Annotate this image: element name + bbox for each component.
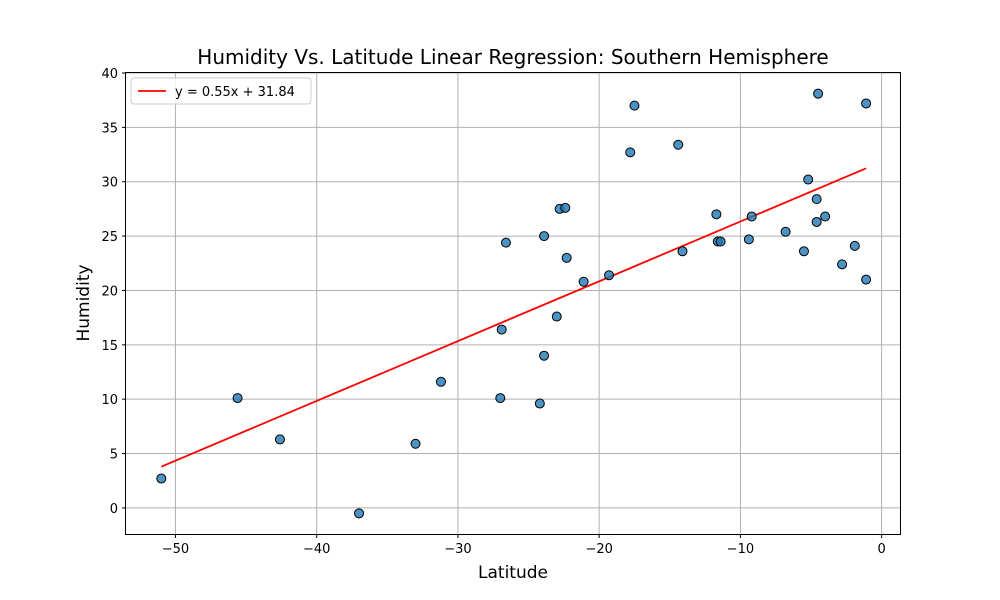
scatter-points <box>156 88 872 519</box>
plot-frame <box>125 72 901 535</box>
y-tick-label: 25 <box>101 230 118 245</box>
scatter-point <box>539 231 550 242</box>
scatter-point <box>435 376 446 387</box>
y-tick-label: 35 <box>101 121 118 136</box>
legend: y = 0.55x + 31.84 <box>130 77 312 105</box>
scatter-point <box>539 350 550 361</box>
y-tick-label: 20 <box>101 284 118 299</box>
y-tick-label: 30 <box>101 176 118 191</box>
scatter-point <box>625 147 636 158</box>
y-tick-label: 10 <box>101 393 118 408</box>
scatter-point <box>743 234 754 245</box>
x-tick-label: −40 <box>303 542 330 557</box>
scatter-point <box>780 226 791 237</box>
scatter-point <box>500 237 511 248</box>
scatter-point <box>551 311 562 322</box>
scatter-point <box>798 246 809 257</box>
x-axis-label: Latitude <box>478 563 548 583</box>
scatter-point <box>629 100 640 111</box>
scatter-point <box>156 473 167 484</box>
x-tick-label: −50 <box>162 542 189 557</box>
scatter-point <box>811 216 822 227</box>
scatter-point <box>354 508 365 519</box>
scatter-point <box>820 211 831 222</box>
x-tick-label: −30 <box>444 542 471 557</box>
scatter-point <box>561 252 572 263</box>
y-tick-label: 15 <box>101 339 118 354</box>
scatter-point <box>861 98 872 109</box>
x-tick-label: −20 <box>585 542 612 557</box>
scatter-point <box>715 236 726 247</box>
scatter-point <box>811 194 822 205</box>
scatter-point <box>849 240 860 251</box>
scatter-point <box>861 274 872 285</box>
axis-ticks: −50 −40 −30 −20 −10 0 0 5 10 15 20 25 30 35 40 <box>101 67 885 557</box>
legend-box <box>130 77 312 105</box>
scatter-point <box>578 276 589 287</box>
x-tick-label: 0 <box>877 542 885 557</box>
chart-title: Humidity Vs. Latitude Linear Regression:… <box>197 45 828 69</box>
regression-line <box>160 167 867 468</box>
y-axis-label: Humidity <box>74 264 94 341</box>
grid <box>126 72 900 534</box>
scatter-point <box>813 88 824 99</box>
scatter-point <box>410 438 421 449</box>
x-tick-label: −10 <box>727 542 754 557</box>
y-tick-label: 40 <box>101 67 118 82</box>
scatter-point <box>677 246 688 257</box>
scatter-point <box>496 324 507 335</box>
scatter-point <box>495 393 506 404</box>
scatter-point <box>673 139 684 150</box>
scatter-point <box>274 434 285 445</box>
scatter-point <box>232 393 243 404</box>
scatter-point <box>837 259 848 270</box>
regression-line-layer <box>160 167 867 468</box>
y-tick-label: 5 <box>110 448 118 463</box>
scatter-point <box>803 174 814 185</box>
scatter-point <box>746 211 757 222</box>
legend-label: y = 0.55x + 31.84 <box>175 85 295 100</box>
scatter-point <box>534 398 545 409</box>
scatter-point <box>604 270 615 281</box>
scatter-point <box>560 202 571 213</box>
scatter-point <box>711 209 722 220</box>
y-tick-label: 0 <box>110 502 118 517</box>
